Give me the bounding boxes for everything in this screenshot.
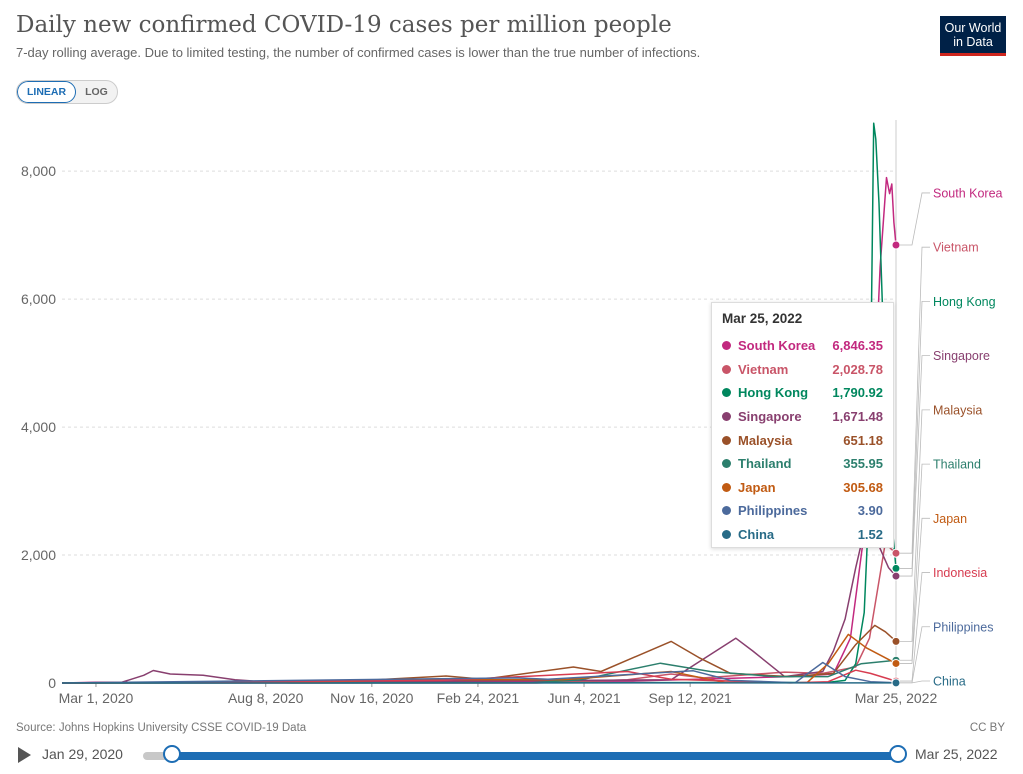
series-end-label: Thailand (933, 458, 981, 472)
source-note: Source: Johns Hopkins University CSSE CO… (16, 722, 307, 734)
tooltip-dot (722, 482, 731, 492)
x-tick-label: Mar 1, 2020 (59, 690, 134, 706)
timeline-start-label: Jan 29, 2020 (42, 746, 123, 762)
tooltip-rows: South Korea 6,846.35 Vietnam 2,028.78 Hong K… (722, 334, 883, 546)
tooltip-dot (722, 459, 731, 469)
tooltip-row: Vietnam 2,028.78 (722, 358, 883, 382)
y-tick-label: 6,000 (21, 291, 56, 307)
tooltip-value: 6,846.35 (832, 338, 883, 354)
y-tick-label: 0 (48, 675, 56, 691)
timeline-start-handle[interactable] (163, 745, 181, 763)
x-tick-label: Mar 25, 2022 (855, 690, 938, 706)
end-label-connector (900, 192, 930, 246)
tooltip-dot (722, 530, 731, 540)
series-end-marker (891, 548, 901, 558)
tooltip-country: Hong Kong (738, 385, 809, 401)
tooltip-row: China 1.52 (722, 523, 883, 547)
y-tick-label: 8,000 (21, 163, 56, 179)
tooltip-row: Thailand 355.95 (722, 452, 883, 476)
tooltip-country: China (738, 527, 775, 543)
series-line (62, 541, 897, 684)
play-icon[interactable] (18, 747, 31, 763)
end-label-connector (900, 572, 930, 682)
end-label-connector (900, 517, 930, 664)
tooltip-country: Vietnam (738, 361, 789, 377)
tooltip-date: Mar 25, 2022 (722, 311, 803, 326)
tooltip-value: 1,671.48 (832, 409, 883, 425)
series-end-label: Indonesia (933, 566, 987, 580)
end-label-connector (900, 246, 930, 554)
series-line (61, 624, 897, 684)
tooltip-country: Philippines (738, 503, 808, 519)
tooltip-row: Japan 305.68 (722, 476, 883, 500)
timeline-end-handle[interactable] (889, 745, 907, 763)
end-label-connector (900, 409, 930, 642)
timeline-selected-range (172, 752, 898, 760)
end-label-connector (900, 301, 930, 569)
y-tick-label: 2,000 (21, 547, 56, 563)
x-tick-label: Aug 8, 2020 (228, 690, 304, 706)
tooltip-row: Malaysia 651.18 (722, 428, 883, 452)
tooltip: Mar 25, 2022 South Korea 6,846.35 Vietnam 2… (711, 302, 894, 548)
x-tick-label: Jun 4, 2021 (547, 690, 620, 706)
series-end-label: Singapore (933, 349, 990, 363)
series-end-label: Malaysia (933, 403, 982, 417)
series-end-label: South Korea (933, 186, 1003, 200)
logo-line-1: Our World (944, 21, 1002, 35)
series-line (61, 659, 897, 684)
series-end-marker (891, 240, 901, 250)
tooltip-row: South Korea 6,846.35 (722, 334, 883, 358)
tooltip-value: 1,790.92 (832, 385, 883, 401)
tooltip-value: 2,028.78 (832, 361, 883, 377)
license-link[interactable]: CC BY (969, 722, 1005, 734)
tooltip-value: 355.95 (843, 456, 883, 472)
tooltip-dot (722, 388, 731, 398)
tooltip-row: Singapore 1,671.48 (722, 405, 883, 429)
series-end-label: Hong Kong (933, 295, 996, 309)
tooltip-value: 305.68 (843, 479, 883, 495)
series-end-marker (891, 563, 901, 573)
series-end-marker (891, 571, 901, 581)
tooltip-country: Singapore (738, 409, 802, 425)
end-label-connector (900, 355, 930, 577)
log-scale-button[interactable]: LOG (85, 86, 108, 98)
x-tick-label: Sep 12, 2021 (649, 690, 733, 706)
series-end-marker (891, 636, 901, 646)
end-label-connector (900, 463, 930, 661)
linear-scale-button[interactable]: LINEAR (17, 81, 77, 103)
y-tick-label: 4,000 (21, 419, 56, 435)
tooltip-dot (722, 412, 731, 422)
timeline-end-label: Mar 25, 2022 (915, 746, 998, 762)
tooltip-value: 1.52 (857, 527, 883, 543)
logo-line-2: in Data (953, 35, 993, 49)
series-end-label: Japan (933, 512, 967, 526)
tooltip-country: Thailand (738, 456, 792, 472)
series-end-label: Philippines (933, 620, 993, 634)
series-end-label: Vietnam (933, 241, 979, 255)
tooltip-value: 3.90 (857, 503, 883, 519)
series-end-marker (891, 658, 901, 668)
tooltip-country: Malaysia (738, 432, 793, 448)
series-end-marker (891, 678, 901, 688)
tooltip-dot (722, 435, 731, 445)
owid-logo[interactable]: Our World in Data (940, 16, 1006, 56)
tooltip-row: Hong Kong 1,790.92 (722, 381, 883, 405)
tooltip-dot (722, 364, 731, 374)
tooltip-dot (722, 341, 731, 351)
end-label-connector (900, 626, 930, 684)
end-label-connector (900, 680, 930, 684)
series-end-label: China (933, 675, 966, 689)
chart-title: Daily new confirmed COVID-19 cases per m… (16, 12, 672, 38)
chart-subtitle: 7-day rolling average. Due to limited te… (16, 45, 701, 60)
tooltip-country: South Korea (738, 338, 816, 354)
tooltip-country: Japan (738, 479, 776, 495)
tooltip-row: Philippines 3.90 (722, 499, 883, 523)
tooltip-dot (722, 506, 731, 516)
x-tick-label: Feb 24, 2021 (437, 690, 520, 706)
series-line (61, 661, 897, 684)
scale-toggle: LINEAR LOG (16, 80, 118, 104)
x-tick-label: Nov 16, 2020 (330, 690, 413, 706)
tooltip-value: 651.18 (843, 432, 883, 448)
